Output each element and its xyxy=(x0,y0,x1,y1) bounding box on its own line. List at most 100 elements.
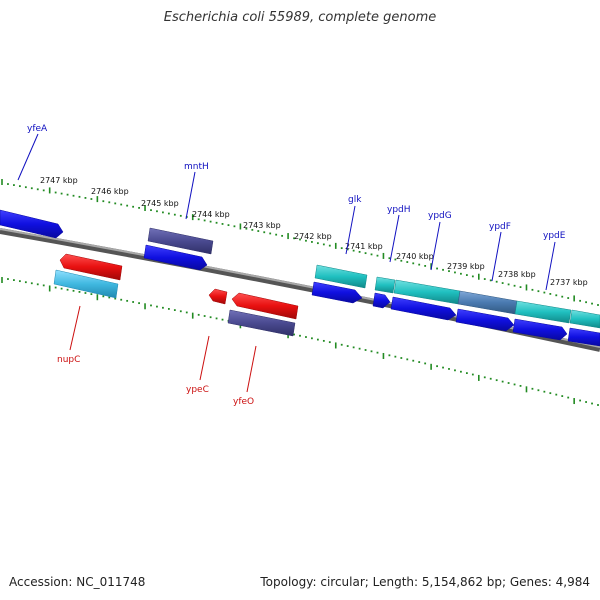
gene-arrow-right-edge[interactable] xyxy=(567,327,600,347)
minor-tick xyxy=(531,387,534,390)
leader-line-mntH xyxy=(185,171,196,220)
major-tick xyxy=(478,374,480,381)
gene-label-nupC[interactable]: nupC xyxy=(57,355,80,365)
minor-tick xyxy=(42,284,45,287)
minor-tick xyxy=(352,249,355,252)
minor-tick xyxy=(305,239,307,242)
minor-tick xyxy=(120,203,123,206)
minor-tick xyxy=(561,395,564,397)
gene-arrow-nupC[interactable] xyxy=(59,253,123,281)
minor-tick xyxy=(513,383,516,386)
reverse-genes xyxy=(59,253,299,320)
major-tick xyxy=(239,223,242,230)
minor-tick xyxy=(340,343,343,346)
accession-label: Accession: NC_011748 xyxy=(9,575,146,589)
minor-tick xyxy=(454,369,456,372)
gene-label-ypdF[interactable]: ypdF xyxy=(489,222,511,232)
minor-tick xyxy=(567,396,570,399)
gene-label-lines xyxy=(17,133,556,393)
minor-tick xyxy=(364,252,367,255)
minor-tick xyxy=(24,186,27,189)
cds-feature[interactable] xyxy=(314,264,368,289)
minor-tick xyxy=(567,297,570,299)
minor-tick xyxy=(167,308,170,310)
minor-tick xyxy=(90,198,93,200)
gene-arrow-yfeO[interactable] xyxy=(231,292,299,320)
minor-tick xyxy=(221,318,224,321)
minor-tick xyxy=(54,191,57,194)
cds-track-forward xyxy=(147,227,600,329)
minor-tick xyxy=(30,282,33,285)
outer-tick-row xyxy=(1,179,599,306)
minor-tick xyxy=(412,359,415,362)
cds-feature[interactable] xyxy=(147,227,214,255)
leader-line-ypdF xyxy=(491,231,502,282)
minor-tick xyxy=(328,244,331,247)
major-tick xyxy=(48,285,51,292)
minor-tick xyxy=(549,293,552,295)
minor-tick xyxy=(305,336,307,338)
gene-label-mntH[interactable]: mntH xyxy=(184,162,209,172)
map-title: Escherichia coli 55989, complete genome xyxy=(163,10,437,25)
minor-tick xyxy=(579,299,582,302)
minor-tick xyxy=(84,197,87,199)
minor-tick xyxy=(448,270,450,273)
minor-tick xyxy=(597,404,599,406)
gene-label-ypeC[interactable]: ypeC xyxy=(186,385,209,395)
minor-tick xyxy=(465,274,468,276)
gene-arrow-yfeA[interactable] xyxy=(0,209,64,239)
gene-arrow-mntH[interactable] xyxy=(143,244,208,271)
minor-tick xyxy=(513,284,516,287)
minor-tick xyxy=(197,218,200,221)
gene-labels: yfeA mntH glk ypdH ypdG ypdF ypdE nupC y… xyxy=(27,124,566,407)
minor-tick xyxy=(293,237,295,240)
gene-arrow-ypdH[interactable] xyxy=(372,292,391,309)
cds-feature[interactable] xyxy=(514,300,572,324)
minor-tick xyxy=(471,373,474,376)
minor-tick xyxy=(114,202,117,205)
gene-arrow-glk[interactable] xyxy=(311,281,363,304)
minor-tick xyxy=(90,293,93,296)
leader-line-yfeO xyxy=(246,345,257,393)
minor-tick xyxy=(173,309,176,311)
kbp-labels: 2747 kbp 2746 kbp 2745 kbp 2744 kbp 2743… xyxy=(40,176,588,287)
minor-tick xyxy=(322,243,325,246)
minor-tick xyxy=(346,248,349,251)
minor-tick xyxy=(519,384,522,387)
minor-tick xyxy=(60,192,63,195)
gene-label-yfeA[interactable]: yfeA xyxy=(27,124,48,134)
minor-tick xyxy=(495,280,498,283)
gene-arrow-ypdF[interactable] xyxy=(455,308,515,332)
minor-tick xyxy=(537,389,540,392)
gene-label-ypdG[interactable]: ypdG xyxy=(428,211,452,221)
cds-feature[interactable] xyxy=(374,276,396,294)
gene-label-ypdH[interactable]: ypdH xyxy=(387,205,411,215)
minor-tick xyxy=(346,345,349,347)
minor-tick xyxy=(561,295,564,298)
gene-label-yfeO[interactable]: yfeO xyxy=(233,397,254,407)
kbp-label: 2738 kbp xyxy=(498,270,536,279)
gene-arrow-ypdE[interactable] xyxy=(512,318,568,341)
gene-arrow-ypdG[interactable] xyxy=(390,296,457,321)
minor-tick xyxy=(269,232,272,235)
forward-genes xyxy=(0,209,600,347)
cds-feature[interactable] xyxy=(53,269,119,299)
kbp-label: 2742 kbp xyxy=(294,232,332,241)
cds-feature[interactable] xyxy=(569,309,600,329)
gene-arrow-ypeC[interactable] xyxy=(208,288,228,305)
minor-tick xyxy=(388,354,391,357)
minor-tick xyxy=(72,289,75,292)
major-tick xyxy=(1,277,3,283)
major-tick xyxy=(430,363,432,370)
minor-tick xyxy=(150,209,152,212)
gene-label-ypdE[interactable]: ypdE xyxy=(543,231,566,241)
minor-tick xyxy=(132,205,135,208)
minor-tick xyxy=(78,291,81,293)
minor-tick xyxy=(316,338,319,341)
cds-feature[interactable] xyxy=(227,309,296,337)
minor-tick xyxy=(251,228,254,231)
gene-label-glk[interactable]: glk xyxy=(348,195,362,205)
minor-tick xyxy=(507,283,510,286)
minor-tick xyxy=(471,275,474,278)
